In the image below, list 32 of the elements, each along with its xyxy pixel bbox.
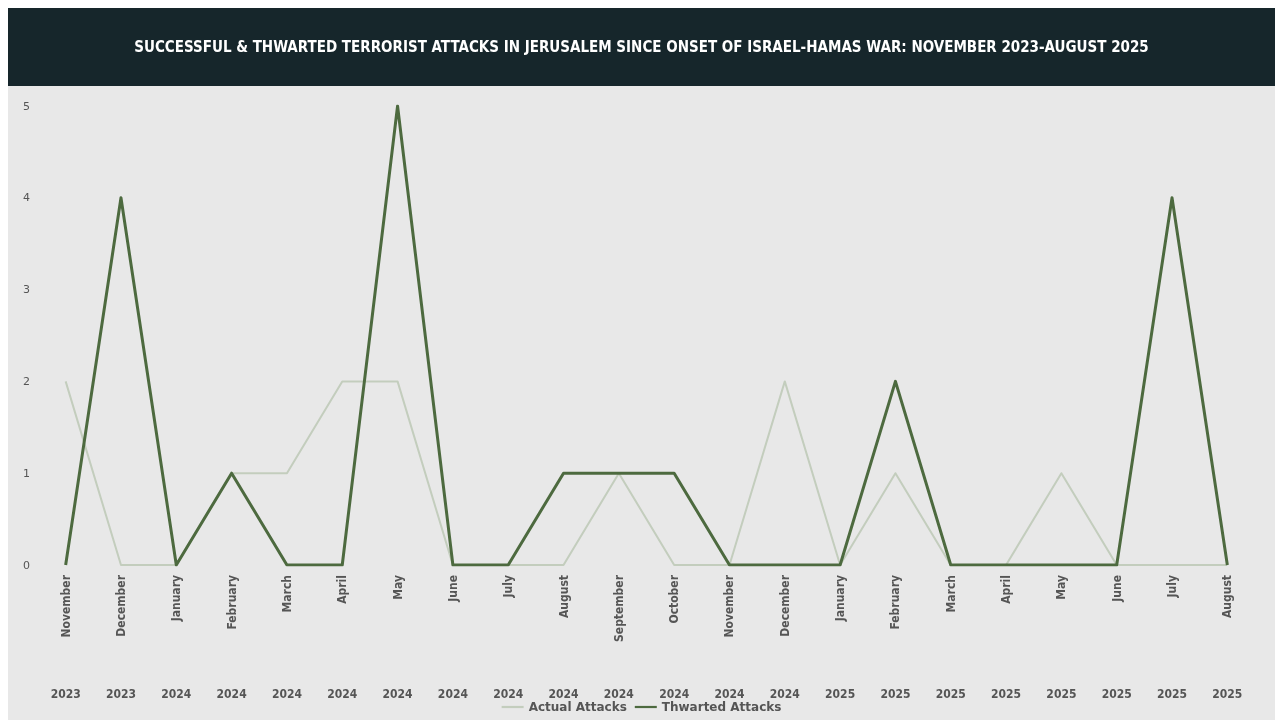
category-label: September 2024 [603, 575, 634, 701]
category-label: March 2024 [271, 575, 302, 701]
category-label: December 2023 [105, 575, 136, 701]
category-label: April 2025 [991, 575, 1022, 701]
category-label: January 2024 [161, 575, 192, 701]
chart-title: SUCCESSFUL & THWARTED TERRORIST ATTACKS IN JERUSALEM SINCE ONSET OF ISRAEL-HAMAS WAR: NOVEMBER 2023-AUGUST 2025 [8, 8, 1275, 86]
y-tick-label: 0 [23, 558, 30, 572]
category-label: June 2024 [437, 575, 468, 701]
category-label: March 2025 [935, 575, 966, 701]
category-label: June 2025 [1101, 575, 1132, 701]
category-label: July 2024 [493, 575, 524, 701]
legend-label: Actual Attacks [528, 700, 627, 714]
y-tick-label: 4 [23, 191, 30, 205]
y-tick-label: 1 [23, 466, 30, 480]
category-label: October 2024 [659, 575, 690, 701]
category-label: January 2025 [825, 575, 856, 701]
category-label: July 2025 [1157, 575, 1188, 701]
y-tick-label: 5 [23, 99, 30, 113]
category-label: December 2024 [769, 575, 800, 701]
category-label: November 2023 [50, 575, 81, 701]
category-label: August 2025 [1212, 575, 1243, 701]
category-label: August 2024 [548, 575, 579, 701]
category-label: November 2024 [714, 575, 745, 701]
category-label: February 2025 [880, 575, 911, 701]
category-label: May 2024 [382, 575, 413, 701]
category-label: May 2025 [1046, 575, 1077, 701]
y-tick-label: 2 [23, 374, 30, 388]
line-series [64, 104, 1229, 567]
category-label: February 2024 [216, 575, 247, 701]
category-label: April 2024 [327, 575, 358, 701]
y-tick-label: 3 [23, 283, 30, 297]
legend-label: Thwarted Attacks [661, 700, 782, 714]
